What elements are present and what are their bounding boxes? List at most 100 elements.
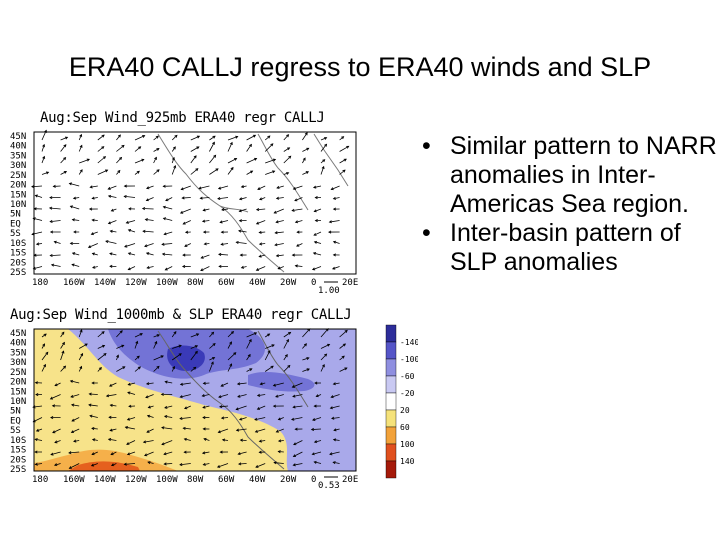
wind-vector-head xyxy=(126,442,130,445)
wind-vector-head xyxy=(199,196,203,200)
wind-vector xyxy=(153,334,160,338)
wind-vector xyxy=(36,243,43,245)
coastline xyxy=(157,133,349,273)
wind-vector xyxy=(171,165,176,175)
latitude-label: 10N xyxy=(10,200,26,210)
wind-vector-head xyxy=(248,338,252,343)
wind-vector xyxy=(97,134,105,141)
wind-vector-head xyxy=(156,334,160,338)
wind-vector xyxy=(97,169,108,175)
wind-vector-head xyxy=(275,394,279,398)
wind-vector-head xyxy=(119,330,123,334)
wind-vector xyxy=(198,185,210,189)
wind-vector-head xyxy=(34,194,38,198)
wind-vector xyxy=(200,197,210,199)
wind-vector xyxy=(116,145,125,152)
wind-vector xyxy=(128,266,136,270)
wind-vector-head xyxy=(272,170,276,174)
wind-vector-head xyxy=(92,265,96,269)
wind-vector-head xyxy=(201,394,205,398)
wind-vector xyxy=(302,343,307,349)
wind-vector xyxy=(68,451,80,454)
wind-vector xyxy=(78,169,83,175)
wind-vector xyxy=(35,463,43,465)
wind-vector xyxy=(146,252,154,256)
wind-vector xyxy=(276,220,284,223)
wind-vector xyxy=(190,146,200,152)
wind-vector-head xyxy=(259,382,263,386)
wind-vector-head xyxy=(87,245,92,249)
wind-vector-head xyxy=(49,253,53,258)
wind-vector-head xyxy=(255,208,260,212)
wind-vector xyxy=(116,134,121,141)
latitude-label: 35N xyxy=(10,151,26,161)
wind-vector-head xyxy=(63,144,67,148)
bullet-text-2: Inter-basin pattern of SLP anomalies xyxy=(450,219,681,276)
wind-vector-head xyxy=(219,450,223,454)
wind-vector xyxy=(237,382,247,385)
wind-vector-head xyxy=(161,442,165,446)
latitude-label: 10S xyxy=(10,239,26,249)
wind-vector-head xyxy=(69,205,74,209)
wind-vector-head xyxy=(109,428,113,432)
wind-vector xyxy=(264,365,274,372)
wind-vector-head xyxy=(91,427,95,431)
wind-vector xyxy=(165,197,173,201)
latitude-label: 40N xyxy=(10,339,26,349)
wind-vector-head xyxy=(44,129,47,133)
wind-vector-head xyxy=(276,185,280,189)
wind-vector-head xyxy=(220,416,225,420)
wind-vector-head xyxy=(136,355,140,359)
longitude-label: 20W xyxy=(280,475,297,485)
wind-vector-head xyxy=(346,145,350,149)
wind-vector-head xyxy=(147,405,151,409)
wind-vector-head xyxy=(32,405,36,409)
wind-vector xyxy=(293,451,303,457)
wind-vector xyxy=(126,440,136,445)
wind-vector-head xyxy=(54,383,58,387)
wind-vector-head xyxy=(329,452,333,456)
wind-925mb-figure: Aug:Sep Wind_925mb ERA40 regr CALLJ 45N 4… xyxy=(8,110,368,300)
wind-vector-head xyxy=(341,136,345,140)
wind-vector xyxy=(78,366,82,372)
wind-vector-head xyxy=(179,463,183,467)
wind-vector-head xyxy=(202,427,206,431)
wind-vector-head xyxy=(272,383,277,387)
wind-vector-head xyxy=(235,428,240,432)
latitude-label: 5S xyxy=(10,426,21,436)
wind-vector xyxy=(314,461,322,464)
wind-vector-head xyxy=(286,171,290,175)
wind-vector xyxy=(33,266,43,270)
wind-vector-head xyxy=(154,156,157,160)
colorbar-label: 100 xyxy=(400,440,415,449)
wind-vector-head xyxy=(63,171,68,174)
colorbar-segment xyxy=(385,375,397,394)
wind-vector xyxy=(217,197,229,200)
wind-vector xyxy=(275,394,284,398)
wind-vector-head xyxy=(182,221,186,225)
wind-vector-head xyxy=(256,393,261,397)
wind-vector xyxy=(190,168,199,175)
wind-vector-head xyxy=(123,462,127,466)
wind-vector-head xyxy=(109,252,113,256)
wind-vector-head xyxy=(202,405,206,409)
wind-vector xyxy=(153,355,164,361)
wind-vector-head xyxy=(215,168,219,172)
wind-vector-head xyxy=(235,240,239,245)
wind-vector xyxy=(143,230,154,233)
wind-vector-head xyxy=(330,187,334,191)
wind-vector xyxy=(92,266,98,269)
wind-vector xyxy=(54,440,61,443)
wind-vector xyxy=(108,185,117,190)
wind-vector-head xyxy=(42,343,45,347)
wind-vector-head xyxy=(332,461,336,465)
wind-vector xyxy=(128,382,136,386)
wind-vector-head xyxy=(238,229,242,233)
wind-vector-head xyxy=(124,426,128,430)
wind-vector xyxy=(339,355,345,361)
wind-vector-head xyxy=(219,220,223,224)
wind-vector-head xyxy=(230,166,234,171)
wind-vector-head xyxy=(123,195,127,199)
wind-vector xyxy=(227,167,234,175)
longitude-label: 180 xyxy=(32,278,48,288)
